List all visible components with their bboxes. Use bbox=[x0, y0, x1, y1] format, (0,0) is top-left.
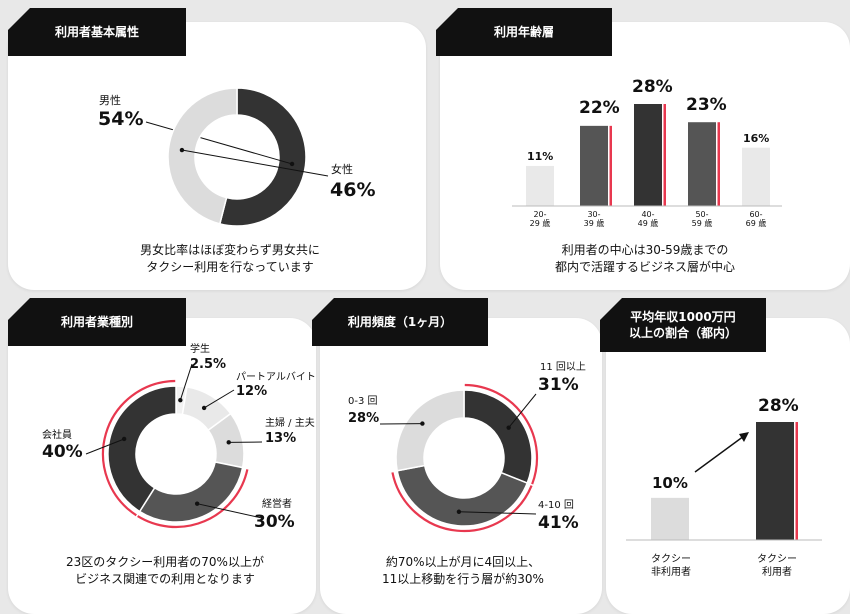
svg-industry-leader-dot-0 bbox=[178, 397, 183, 403]
svg-frequency-leader-dot-2 bbox=[420, 421, 425, 426]
svg-income-bar-highlight-1 bbox=[795, 422, 798, 540]
svg-frequency-leader-line-1 bbox=[458, 511, 537, 515]
industry-parttime-value: 12% bbox=[236, 384, 268, 399]
svg-frequency-slice-2 bbox=[395, 389, 465, 472]
svg-frequency-slice-0 bbox=[463, 389, 533, 485]
svg-industry-highlight-arc-3 bbox=[137, 469, 249, 529]
frequency-11plus-value: 31% bbox=[538, 375, 579, 395]
svg-industry-leader-dot-4 bbox=[121, 436, 127, 442]
svg-industry-leader-line-1 bbox=[203, 389, 235, 409]
svg-gender-leader-line-0 bbox=[145, 121, 293, 165]
income-user-value: 28% bbox=[758, 396, 799, 416]
industry-student-value: 2.5% bbox=[190, 357, 227, 372]
svg-age-bar-highlight-2 bbox=[663, 104, 666, 206]
industry-student-label: 学生 bbox=[190, 344, 210, 355]
age-tick-60s: 60- 69 歳 bbox=[745, 210, 767, 228]
svg-age-bar-highlight-3 bbox=[717, 122, 720, 206]
tab-gender-title: 利用者基本属性 bbox=[8, 8, 186, 56]
age-tick-20s: 20- 29 歳 bbox=[529, 210, 551, 228]
industry-employee-label: 会社員 bbox=[42, 430, 72, 441]
svg-industry-leader-dot-1 bbox=[201, 405, 207, 411]
svg-gender-slice-1 bbox=[167, 87, 238, 225]
svg-industry-leader-line-0 bbox=[179, 363, 193, 401]
panel-industry bbox=[8, 318, 316, 614]
svg-industry-highlight-arc-4 bbox=[101, 379, 176, 517]
income-nonuser-tick: タクシー 非利用者 bbox=[651, 554, 691, 578]
panel-income bbox=[606, 318, 850, 614]
age-bar-label-60s: 16% bbox=[743, 132, 770, 145]
gender-female-label: 女性 bbox=[331, 163, 353, 176]
svg-frequency-highlight-arc-1 bbox=[391, 472, 533, 533]
income-nonuser-value: 10% bbox=[652, 474, 688, 492]
gender-female-value: 46% bbox=[330, 179, 376, 201]
svg-gender-slice-0 bbox=[218, 87, 307, 227]
panel-frequency bbox=[320, 318, 602, 614]
svg-industry-leader-line-4 bbox=[85, 438, 125, 455]
age-caption: 利用者の中心は30-59歳までの 都内で活躍するビジネス層が中心 bbox=[554, 243, 735, 275]
frequency-caption: 約70%以上が月に4回以上、 11以上移動を行う層が約30% bbox=[382, 555, 544, 587]
tab-age-title: 利用年齢層 bbox=[436, 8, 612, 56]
svg-age-bar-3 bbox=[688, 122, 716, 206]
svg-age-bar-1 bbox=[580, 125, 608, 206]
gender-caption: 男女比率はほぼ変わらず男女共に タクシー利用を行なっています bbox=[140, 243, 320, 275]
industry-executive-label: 経営者 bbox=[262, 499, 292, 510]
svg-age-bar-0 bbox=[526, 165, 554, 206]
tab-income-title: 平均年収1000万円 以上の割合（都内） bbox=[600, 298, 766, 352]
industry-caption: 23区のタクシー利用者の70%以上が ビジネス関連での利用となります bbox=[66, 555, 264, 587]
svg-frequency-leader-line-0 bbox=[508, 393, 537, 428]
income-trend-arrow-head bbox=[739, 432, 749, 442]
gender-male-value: 54% bbox=[98, 108, 144, 130]
svg-age-bar-highlight-1 bbox=[609, 125, 612, 206]
svg-industry-leader-line-3 bbox=[197, 503, 263, 519]
svg-frequency-highlight-arc-0 bbox=[464, 383, 539, 485]
age-bar-label-20s: 11% bbox=[527, 150, 554, 163]
industry-executive-value: 30% bbox=[254, 512, 295, 532]
industry-parttime-label: パートアルバイト bbox=[236, 372, 316, 383]
svg-industry-leader-dot-3 bbox=[194, 501, 200, 506]
svg-income-bar-0 bbox=[651, 497, 689, 540]
svg-industry-slice-4 bbox=[107, 385, 177, 513]
gender-male-label: 男性 bbox=[99, 94, 121, 107]
svg-industry-slice-3 bbox=[138, 461, 244, 523]
frequency-4to10-value: 41% bbox=[538, 513, 579, 533]
svg-gender-leader-dot-1 bbox=[179, 147, 185, 153]
age-tick-30s: 30- 39 歳 bbox=[583, 210, 605, 228]
svg-gender-leader-line-1 bbox=[181, 149, 329, 177]
tab-frequency-title: 利用頻度（1ヶ月） bbox=[312, 298, 488, 346]
frequency-4to10-label: 4-10 回 bbox=[538, 500, 574, 511]
frequency-0to3-label: 0-3 回 bbox=[348, 396, 378, 407]
svg-age-bar-4 bbox=[742, 147, 770, 206]
svg-gender-leader-dot-0 bbox=[289, 161, 295, 167]
age-bar-label-50s: 23% bbox=[686, 95, 727, 115]
svg-income-bar-1 bbox=[756, 422, 794, 540]
svg-age-bar-2 bbox=[634, 104, 662, 206]
income-trend-arrow-line bbox=[694, 435, 745, 473]
industry-homemaker-label: 主婦 / 主夫 bbox=[265, 418, 315, 429]
svg-frequency-leader-dot-0 bbox=[506, 425, 511, 430]
industry-employee-value: 40% bbox=[42, 442, 83, 462]
income-user-tick: タクシー 利用者 bbox=[757, 554, 797, 578]
tab-industry-title: 利用者業種別 bbox=[8, 298, 186, 346]
svg-frequency-slice-1 bbox=[396, 464, 529, 527]
age-bar-label-30s: 22% bbox=[579, 98, 620, 118]
age-tick-50s: 50- 59 歳 bbox=[691, 210, 713, 228]
frequency-11plus-label: 11 回以上 bbox=[540, 362, 586, 373]
age-tick-40s: 40- 49 歳 bbox=[637, 210, 659, 228]
industry-homemaker-value: 13% bbox=[265, 431, 297, 446]
svg-frequency-leader-dot-1 bbox=[456, 509, 462, 514]
svg-industry-leader-dot-2 bbox=[226, 440, 231, 445]
age-bar-label-40s: 28% bbox=[632, 77, 673, 97]
frequency-0to3-value: 28% bbox=[348, 411, 380, 426]
